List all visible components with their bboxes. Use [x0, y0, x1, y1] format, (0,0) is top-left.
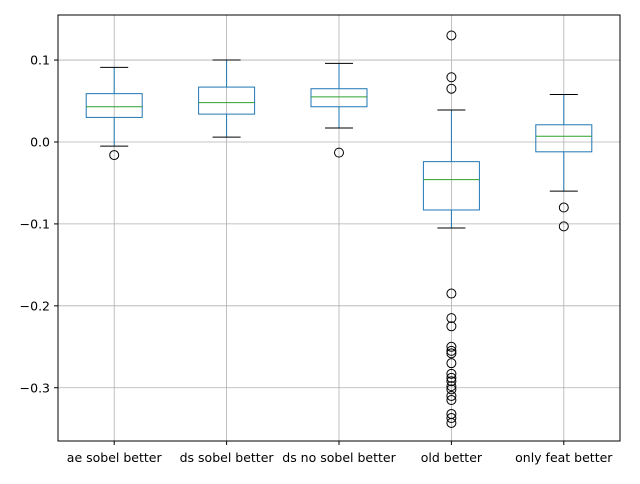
outlier-point [109, 150, 120, 161]
outlier-point [446, 72, 457, 83]
box-iqr [535, 124, 593, 153]
y-tick-label: −0.3 [20, 380, 50, 395]
x-tick-label: ds no sobel better [282, 450, 396, 465]
x-tick-label: ds sobel better [180, 450, 275, 465]
outlier-point [446, 313, 457, 324]
outlier-point [446, 395, 457, 406]
outlier-point [446, 30, 457, 41]
outlier-point [558, 202, 569, 213]
x-tick-label: only feat better [515, 450, 613, 465]
y-tick-label: −0.1 [20, 216, 50, 231]
x-tick-label: ae sobel better [67, 450, 163, 465]
outlier-point [334, 147, 344, 158]
outlier-point [446, 390, 457, 401]
outlier-point [446, 417, 457, 428]
box-iqr [422, 161, 480, 211]
outlier-point [446, 345, 457, 356]
outlier-point [446, 348, 457, 359]
box-iqr [198, 86, 256, 115]
y-tick-label: 0.0 [30, 134, 50, 149]
box-iqr [310, 88, 368, 108]
outlier-point [446, 358, 457, 369]
outlier-point [446, 372, 457, 383]
y-tick-label: −0.2 [20, 298, 50, 313]
y-tick-label: 0.1 [30, 53, 50, 68]
outlier-point [446, 368, 457, 379]
outlier-point [446, 288, 457, 299]
outlier-point [446, 384, 457, 395]
outlier-point [446, 381, 457, 392]
x-tick-label: old better [421, 450, 483, 465]
outlier-point [446, 413, 457, 424]
outlier-point [558, 221, 569, 232]
outlier-point [446, 83, 457, 94]
outlier-point [446, 321, 457, 332]
box-iqr [85, 93, 143, 118]
outlier-point [446, 376, 457, 387]
outlier-point [446, 341, 457, 352]
